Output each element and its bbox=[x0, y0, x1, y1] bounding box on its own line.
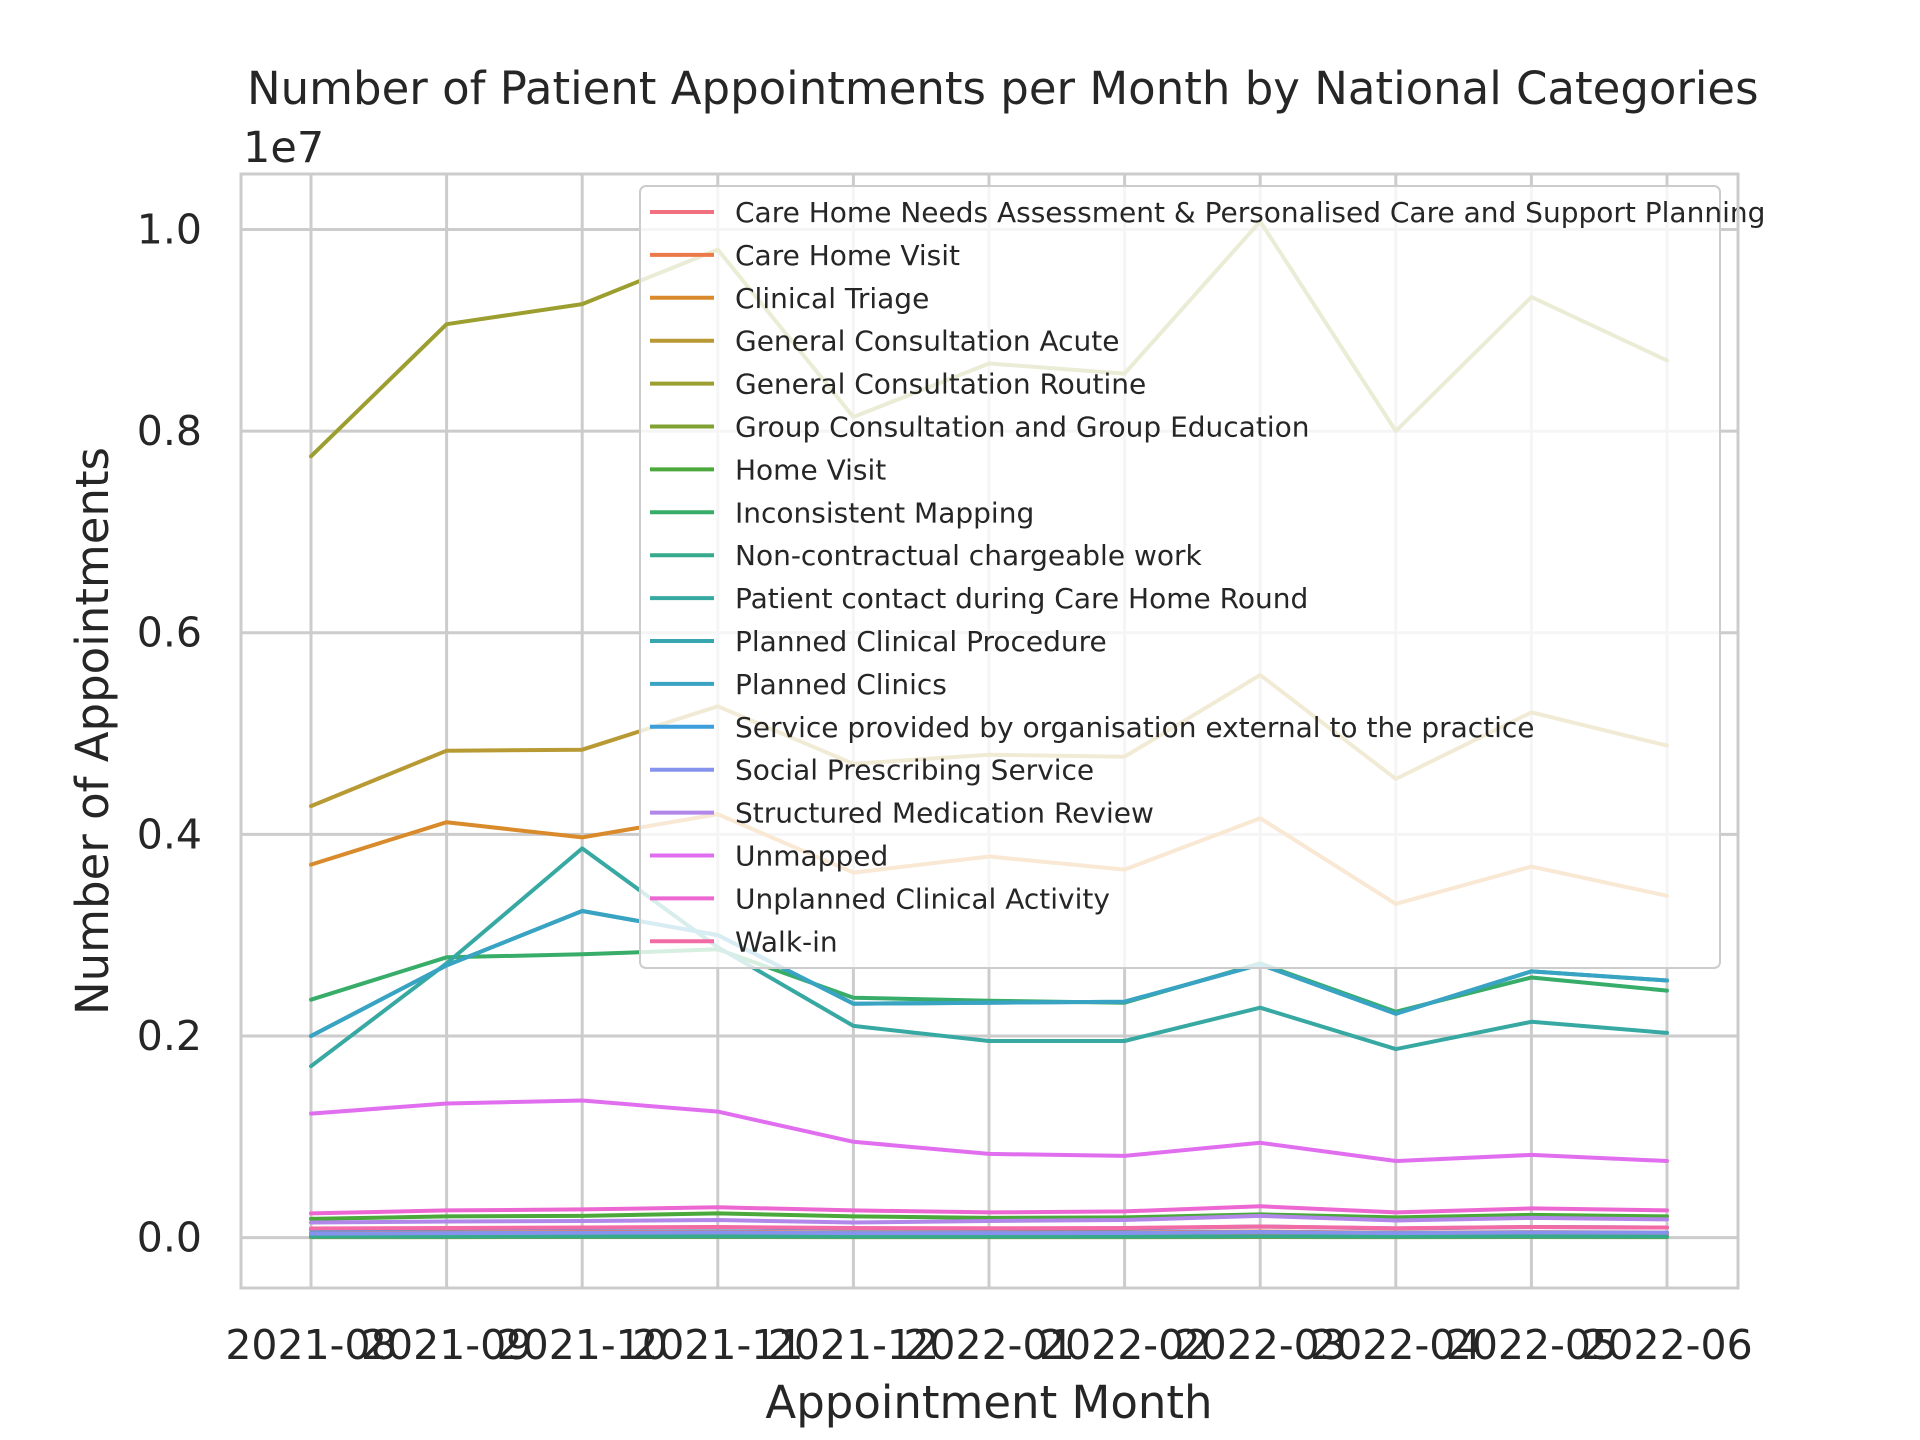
legend-label: Social Prescribing Service bbox=[735, 754, 1094, 787]
legend-label: General Consultation Acute bbox=[735, 325, 1119, 358]
series-line bbox=[309, 1224, 1669, 1231]
y-axis-label: Number of Appointments bbox=[66, 447, 119, 1015]
legend: Care Home Needs Assessment & Personalise… bbox=[650, 196, 1765, 958]
legend-box bbox=[639, 185, 1721, 969]
x-tick-label: 2021-10 bbox=[497, 1321, 668, 1369]
legend-label: Planned Clinical Procedure bbox=[735, 625, 1107, 658]
legend-label: Unplanned Clinical Activity bbox=[735, 882, 1110, 915]
x-tick-label: 2021-12 bbox=[768, 1321, 939, 1369]
y-tick-label: 0.4 bbox=[137, 810, 202, 858]
legend-label: Planned Clinics bbox=[735, 668, 947, 701]
x-tick-label: 2021-09 bbox=[361, 1321, 532, 1369]
x-tick-label: 2022-04 bbox=[1310, 1321, 1481, 1369]
y-tick-label: 1.0 bbox=[137, 205, 202, 253]
legend-label: Patient contact during Care Home Round bbox=[735, 582, 1308, 615]
plot-frame bbox=[239, 172, 1740, 1290]
legend-label: Group Consultation and Group Education bbox=[735, 411, 1309, 444]
x-tick-label: 2021-08 bbox=[225, 1321, 396, 1369]
y-tick-label: 0.8 bbox=[137, 407, 202, 455]
legend-label: Service provided by organisation externa… bbox=[735, 711, 1535, 744]
legend-label: General Consultation Routine bbox=[735, 368, 1146, 401]
y-tick-label: 0.6 bbox=[137, 609, 202, 657]
series-line bbox=[309, 909, 1669, 1038]
x-tick-label: 2022-02 bbox=[1039, 1321, 1210, 1369]
y-offset-label: 1e7 bbox=[243, 123, 324, 173]
x-tick-label: 2021-11 bbox=[632, 1321, 803, 1369]
series-line bbox=[309, 846, 1669, 1069]
legend-label: Clinical Triage bbox=[735, 282, 929, 315]
series-line bbox=[309, 1230, 1669, 1236]
y-tick-label: 0.2 bbox=[137, 1012, 202, 1060]
y-tick-label: 0.0 bbox=[137, 1214, 202, 1262]
series-line bbox=[309, 1098, 1669, 1163]
chart-title: Number of Patient Appointments per Month… bbox=[247, 62, 1759, 115]
x-tick-label: 2022-06 bbox=[1581, 1321, 1752, 1369]
legend-label: Unmapped bbox=[735, 840, 888, 873]
x-tick-label: 2022-03 bbox=[1175, 1321, 1346, 1369]
legend-label: Home Visit bbox=[735, 453, 886, 486]
legend-label: Care Home Visit bbox=[735, 239, 960, 272]
legend-label: Inconsistent Mapping bbox=[735, 496, 1034, 529]
legend-label: Structured Medication Review bbox=[735, 797, 1154, 830]
legend-label: Care Home Needs Assessment & Personalise… bbox=[735, 196, 1765, 229]
x-tick-label: 2022-05 bbox=[1446, 1321, 1617, 1369]
x-axis-label: Appointment Month bbox=[765, 1376, 1212, 1429]
x-tick-label: 2022-01 bbox=[903, 1321, 1074, 1369]
series-line bbox=[309, 1204, 1669, 1216]
tick-labels: 2021-082021-092021-102021-112021-122022-… bbox=[137, 205, 1753, 1369]
series-line bbox=[309, 1213, 1669, 1225]
legend-label: Walk-in bbox=[735, 925, 838, 958]
legend-label: Non-contractual chargeable work bbox=[735, 539, 1203, 572]
series-line bbox=[309, 1211, 1669, 1221]
